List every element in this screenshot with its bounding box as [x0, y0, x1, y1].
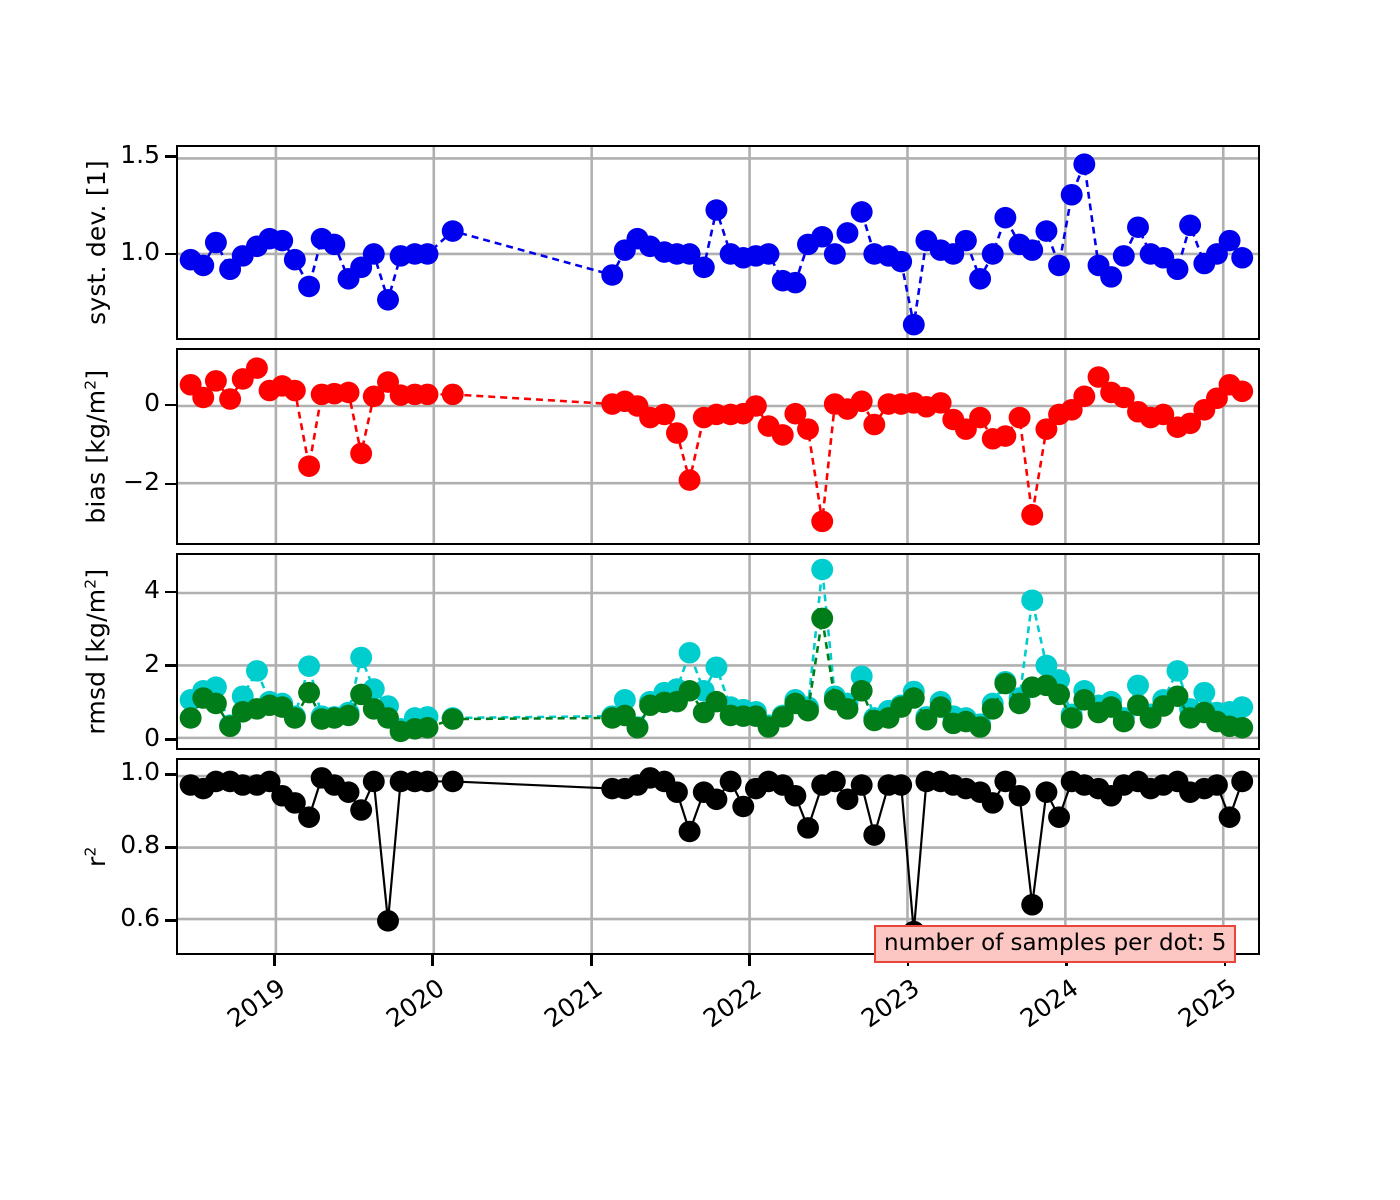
plot-area-bias	[178, 350, 1258, 543]
ylabel-rmsd: rmsd [kg/m2]	[81, 568, 111, 735]
ytick-label-bias-1: −2	[123, 466, 160, 496]
series-markers-bias-0	[179, 357, 1254, 533]
ytick-mark-r2-1	[165, 846, 176, 849]
plot-panel-syst-dev	[176, 145, 1260, 340]
ytick-mark-bias-0	[165, 403, 176, 407]
xtick-label-0: 2019	[222, 973, 291, 1034]
plot-area-r2	[178, 760, 1258, 953]
ytick-label-syst-dev-0: 1.0	[120, 237, 160, 267]
xtick-mark-1	[431, 955, 435, 966]
ytick-label-r2-0: 1.0	[120, 757, 160, 787]
plot-panel-bias	[176, 348, 1260, 545]
xtick-label-2: 2021	[539, 973, 608, 1034]
ylabel-syst-dev: syst. dev. [1]	[81, 160, 111, 325]
xtick-label-1: 2020	[380, 973, 450, 1034]
xtick-mark-0	[272, 955, 276, 966]
series-markers-syst-dev-0	[179, 153, 1254, 336]
plot-panel-rmsd	[176, 553, 1260, 750]
xtick-label-4: 2023	[856, 973, 925, 1034]
series-line-syst-dev-0	[190, 159, 1244, 325]
ytick-mark-rmsd-2	[165, 590, 176, 594]
plot-panel-r2	[176, 758, 1260, 955]
xtick-mark-3	[748, 955, 751, 966]
ytick-mark-syst-dev-0	[165, 252, 176, 256]
ytick-label-rmsd-1: 2	[144, 648, 160, 678]
ytick-label-rmsd-0: 0	[144, 722, 160, 752]
ytick-mark-r2-2	[165, 919, 176, 922]
ytick-label-syst-dev-1: 1.5	[120, 139, 160, 169]
ytick-label-rmsd-2: 4	[144, 574, 160, 604]
series-markers-rmsd-1	[179, 607, 1254, 743]
plot-area-rmsd	[178, 555, 1258, 748]
ytick-mark-rmsd-0	[165, 738, 176, 741]
series-markers-r2-0	[179, 767, 1254, 943]
ytick-label-r2-2: 0.6	[120, 903, 160, 933]
ytick-mark-r2-0	[165, 773, 176, 776]
ylabel-r2: r2	[81, 846, 111, 867]
ytick-mark-rmsd-1	[165, 664, 176, 668]
xtick-label-5: 2024	[1014, 973, 1084, 1034]
xtick-mark-2	[589, 955, 593, 966]
xtick-label-6: 2025	[1173, 973, 1242, 1034]
plot-area-syst-dev	[178, 147, 1258, 338]
xtick-label-3: 2022	[697, 973, 767, 1034]
ytick-mark-syst-dev-1	[165, 155, 176, 158]
ylabel-bias: bias [kg/m2]	[81, 369, 111, 524]
samples-per-dot-annotation: number of samples per dot: 5	[874, 925, 1237, 963]
ytick-label-bias-0: 0	[144, 388, 160, 418]
ytick-label-r2-1: 0.8	[120, 830, 160, 860]
ytick-mark-bias-1	[165, 482, 176, 486]
